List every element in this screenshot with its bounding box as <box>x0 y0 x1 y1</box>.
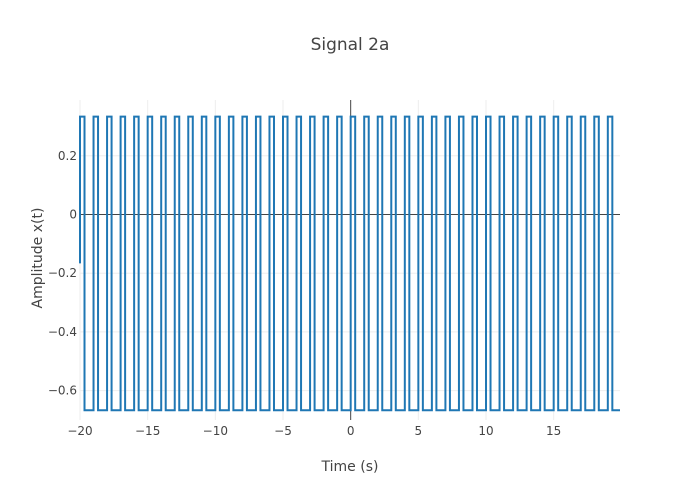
x-tick-labels: −20 −15 −10 −5 0 5 10 15 <box>67 424 561 438</box>
x-axis-label: Time (s) <box>321 459 379 475</box>
x-tick-label: 0 <box>347 424 355 438</box>
x-tick-label: −10 <box>203 424 228 438</box>
y-tick-label: 0.2 <box>58 149 77 163</box>
y-tick-label: −0.6 <box>48 384 77 398</box>
x-tick-label: −20 <box>67 424 92 438</box>
x-tick-label: −5 <box>274 424 292 438</box>
x-tick-label: −15 <box>135 424 160 438</box>
x-tick-label: 10 <box>478 424 493 438</box>
y-axis-label: Amplitude x(t) <box>30 208 46 309</box>
x-tick-label: 15 <box>546 424 561 438</box>
series-layer <box>79 115 620 412</box>
y-tick-label: 0 <box>69 207 77 221</box>
chart-title: Signal 2a <box>311 35 390 55</box>
signal-line <box>79 115 620 412</box>
y-tick-label: −0.4 <box>48 325 77 339</box>
y-tick-label: −0.2 <box>48 266 77 280</box>
x-tick-label: 5 <box>415 424 423 438</box>
y-tick-labels: −0.6 −0.4 −0.2 0 0.2 <box>48 149 77 398</box>
